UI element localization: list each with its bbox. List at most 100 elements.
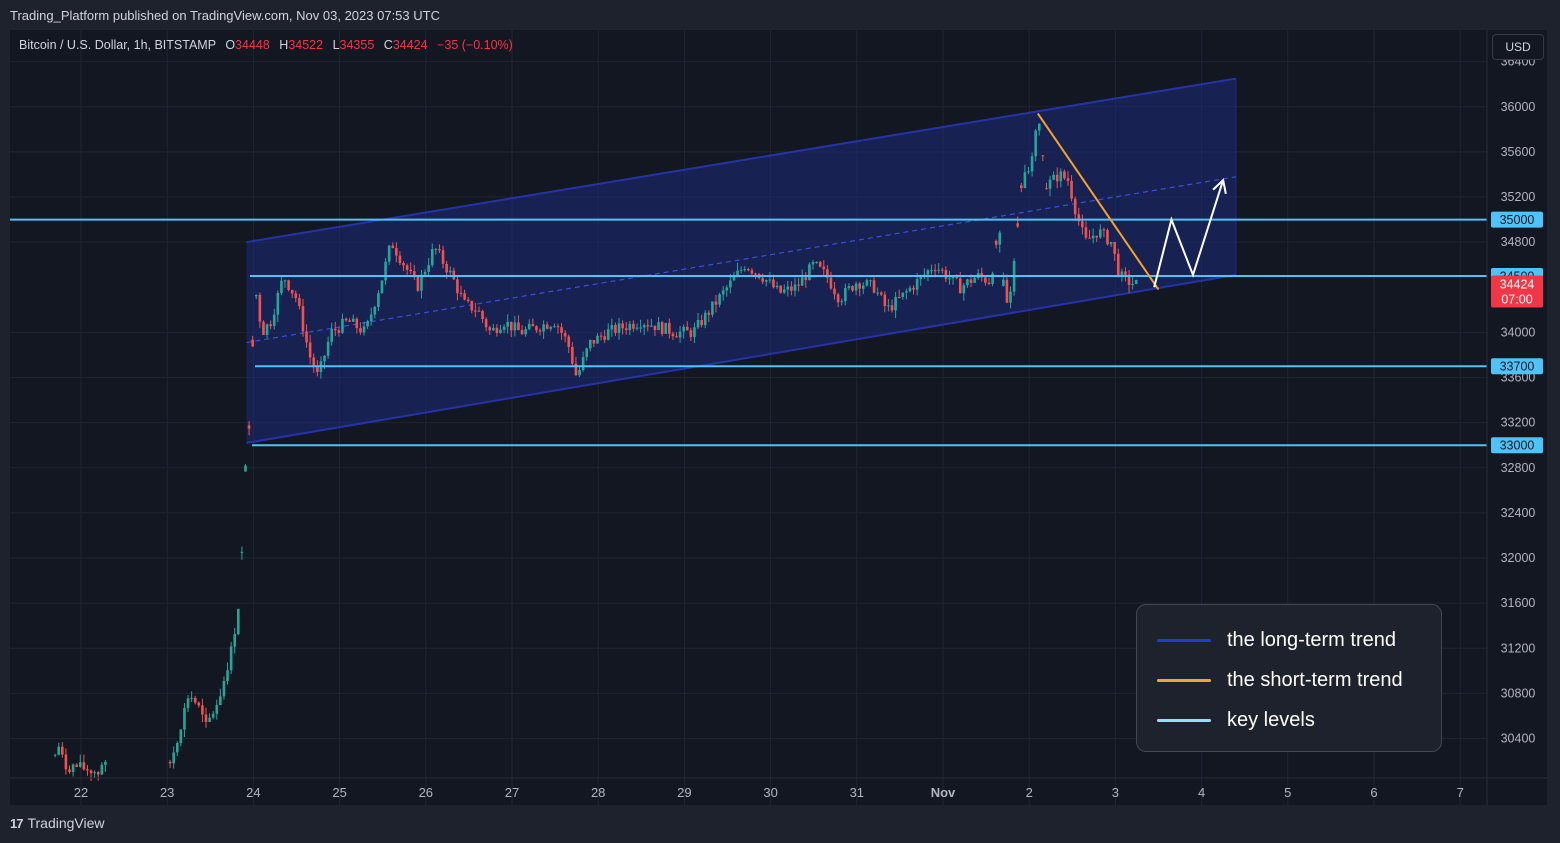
candle-body — [894, 296, 897, 311]
candle-body — [890, 305, 894, 311]
candle-body — [1005, 279, 1009, 303]
candle-body — [581, 357, 585, 371]
candle-body — [391, 245, 395, 249]
candle-body — [1131, 283, 1134, 285]
candle-body — [668, 322, 671, 334]
candle-body — [179, 729, 183, 744]
candle-body — [646, 325, 650, 327]
candle-body — [588, 340, 592, 349]
candle-body — [585, 348, 589, 358]
currency-button[interactable]: USD — [1492, 34, 1544, 60]
candle-body — [811, 262, 815, 265]
candle-body — [1073, 198, 1077, 215]
candle-body — [409, 269, 413, 272]
candle-body — [463, 293, 466, 300]
candle-body — [987, 282, 991, 285]
candle-body — [984, 277, 987, 283]
candle-body — [707, 312, 711, 315]
candle-body — [434, 249, 438, 251]
candle-body — [204, 714, 208, 722]
candle-body — [768, 279, 772, 281]
candle-body — [330, 328, 333, 342]
price-tick-label: 35600 — [1501, 145, 1536, 159]
candle-body — [488, 327, 492, 331]
candle-body — [524, 329, 527, 335]
candle-body — [635, 327, 639, 329]
candle-body — [567, 336, 571, 347]
candle-body — [1048, 179, 1052, 189]
candle-body — [326, 341, 330, 356]
candle-body — [1084, 227, 1088, 238]
candle-body — [369, 314, 373, 322]
candle-body — [254, 294, 258, 297]
candle-body — [316, 367, 319, 373]
candle-body — [851, 286, 854, 291]
candle-body — [517, 322, 520, 331]
candle-body — [82, 762, 86, 770]
candle-body — [175, 743, 179, 753]
price-tick-label: 35200 — [1501, 190, 1536, 204]
candle-body — [833, 288, 836, 295]
candle-body — [876, 292, 879, 294]
candle-body — [287, 280, 290, 290]
candle-body — [276, 293, 280, 315]
candle-body — [57, 746, 61, 755]
candle-body — [930, 270, 933, 272]
short-term-trend-line — [1036, 112, 1160, 291]
candle-body — [854, 283, 858, 291]
candle-body — [387, 245, 391, 262]
candle-body — [1059, 171, 1063, 182]
candle-body — [624, 328, 628, 331]
candle-body — [215, 705, 219, 714]
candle-body — [818, 262, 822, 267]
legend-item-key-levels: key levels — [1157, 708, 1315, 732]
candle-body — [750, 270, 754, 274]
candle-body — [333, 328, 337, 331]
candle-body — [93, 772, 96, 774]
candle-body — [499, 329, 502, 333]
candle-body — [1066, 178, 1070, 182]
tradingview-logo-icon: 17 — [10, 815, 24, 831]
candle-body — [1077, 214, 1081, 222]
candle-body — [492, 327, 495, 331]
candle-body — [775, 285, 779, 288]
candle-body — [729, 280, 732, 288]
candle-body — [531, 324, 535, 327]
candle-body — [912, 287, 915, 290]
time-tick-label: 7 — [1457, 785, 1464, 800]
candle-body — [104, 761, 107, 765]
tradingview-footer[interactable]: 17 TradingView — [10, 815, 105, 831]
candle-body — [384, 261, 387, 281]
candle-body — [323, 355, 326, 362]
candle-body — [86, 769, 89, 771]
candle-body — [596, 335, 599, 344]
candle-body — [599, 335, 603, 337]
candle-body — [682, 326, 685, 332]
candle-body — [527, 324, 531, 330]
time-tick-label: 31 — [850, 785, 864, 800]
candle-body — [301, 306, 305, 332]
legend-swatch — [1157, 718, 1211, 722]
candle-body — [556, 326, 560, 328]
candle-body — [474, 310, 477, 312]
symbol-info: Bitcoin / U.S. Dollar, 1h, BITSTAMP O344… — [19, 38, 513, 52]
candle-body — [272, 314, 276, 326]
candle-body — [201, 705, 204, 715]
last-price-label: 34424 — [1500, 278, 1535, 292]
candle-body — [743, 269, 747, 271]
candle-body — [937, 269, 940, 271]
candle-body — [721, 290, 725, 295]
price-tick-label: 30800 — [1501, 686, 1536, 700]
candle-body — [779, 285, 782, 293]
legend-label: key levels — [1227, 708, 1315, 731]
candle-body — [1095, 235, 1099, 238]
candle-body — [940, 269, 944, 271]
candle-body — [470, 300, 474, 311]
candle-body — [219, 696, 222, 706]
time-tick-label: 2 — [1026, 785, 1033, 800]
candle-body — [1113, 242, 1116, 254]
candle-body — [1037, 123, 1041, 131]
price-tick-label: 30400 — [1501, 732, 1536, 746]
candle-body — [958, 278, 962, 294]
